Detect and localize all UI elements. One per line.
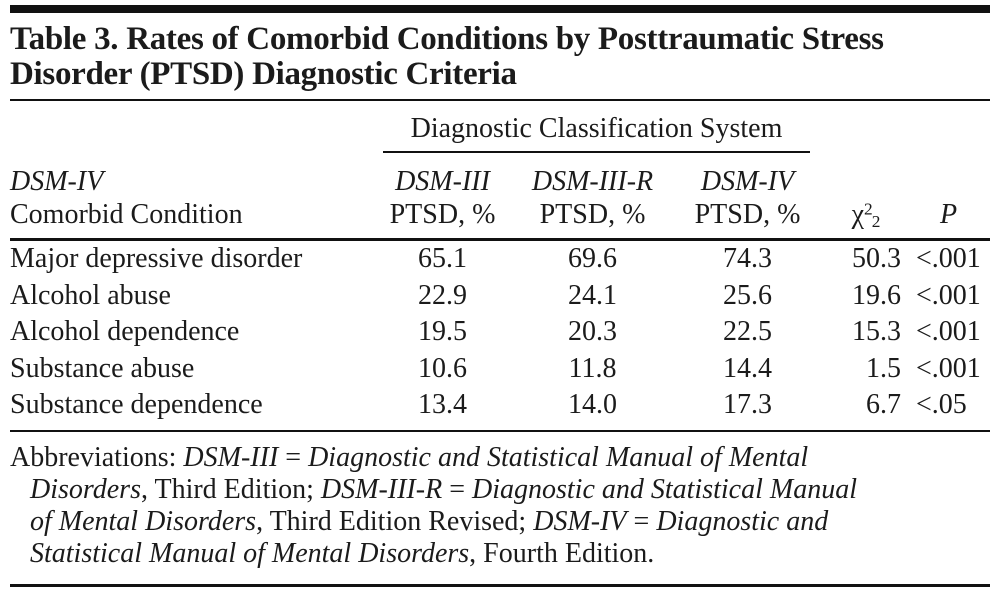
dsm-iii-pct-cell: 10.6	[418, 352, 467, 384]
top-bar-rule	[10, 5, 990, 13]
column-header-dsm-iv-ptsd: DSM-IV PTSD, %	[670, 153, 825, 238]
manual-title: Diagnostic and Statistical Manual	[471, 473, 857, 505]
column-header-ptsd-pct-2: PTSD, %	[539, 199, 646, 230]
table-title-line1: Table 3. Rates of Comorbid Conditions by…	[10, 21, 884, 57]
column-header-p-value: P	[907, 153, 990, 238]
dsm-iii-r-pct-cell: 69.6	[568, 243, 617, 274]
footnote-text: , Third Edition;	[140, 473, 321, 505]
paper-table-figure: Table 3. Rates of Comorbid Conditions by…	[0, 5, 1004, 605]
dsm-iii-r-pct-cell: 20.3	[568, 316, 617, 347]
footnote-text: =	[626, 505, 657, 537]
dsm-iv-pct-cell: 14.4	[723, 352, 772, 384]
title-divider-rule	[10, 99, 990, 101]
footnote-text: , Fourth Edition.	[469, 537, 655, 569]
footnote-line: Statistical Manual of Mental Disorders, …	[10, 538, 990, 570]
footnote-text: Abbreviations:	[10, 441, 184, 473]
dsm-iii-r-pct-cell: 11.8	[568, 352, 617, 384]
p-value-cell: <.001	[916, 316, 981, 347]
dsm-iii-r-pct-cell: 14.0	[568, 389, 617, 420]
table-title: Table 3. Rates of Comorbid Conditions by…	[10, 22, 990, 92]
chi-square-symbol: χ22	[851, 199, 881, 231]
bottom-rule	[10, 583, 990, 587]
manual-title: Disorders	[30, 473, 141, 505]
column-header-dsm-iii: DSM-III	[395, 166, 490, 197]
condition-cell: Major depressive disorder	[10, 243, 303, 274]
column-header-ptsd-pct-3: PTSD, %	[694, 199, 801, 230]
table-header: Diagnostic Classification System DSM-IV …	[10, 101, 990, 241]
condition-cell: Alcohol dependence	[10, 316, 240, 347]
p-value-cell: <.05	[916, 389, 967, 420]
dsm-iv-pct-cell: 74.3	[723, 243, 772, 274]
p-value-header-label: P	[939, 199, 958, 230]
spanner-header-label: Diagnostic Classification System	[383, 113, 810, 153]
manual-title: of Mental Disorders	[30, 505, 257, 537]
p-value-cell: <.001	[916, 352, 981, 384]
chi-square-cell: 19.6	[852, 279, 901, 311]
table-row-major-depressive-disorder: Major depressive disorder 65.1 69.6 74.3…	[10, 241, 990, 278]
footnote-text: =	[278, 441, 309, 473]
table-title-line2: Disorder (PTSD) Diagnostic Criteria	[10, 56, 517, 92]
column-header-chi-square: χ22	[825, 153, 907, 238]
spanner-header-diagnostic-classification-system: Diagnostic Classification System	[370, 113, 825, 153]
table-body: Major depressive disorder 65.1 69.6 74.3…	[10, 241, 990, 424]
stub-header-comorbid-condition: Comorbid Condition	[10, 199, 243, 230]
column-header-dsm-iv: DSM-IV	[700, 166, 795, 197]
abbreviation-term: DSM-IV	[533, 505, 627, 537]
chi-square-cell: 1.5	[866, 352, 901, 384]
column-header-dsm-iii-r-ptsd: DSM-III-R PTSD, %	[515, 153, 670, 238]
column-header-dsm-iii-r: DSM-III-R	[531, 166, 654, 197]
column-header-comorbid-condition: DSM-IV Comorbid Condition	[10, 153, 370, 238]
manual-title: Diagnostic and Statistical Manual of Men…	[308, 441, 809, 473]
dsm-iii-pct-cell: 19.5	[418, 316, 467, 347]
footnote-divider-rule	[10, 429, 990, 432]
table-row-alcohol-dependence: Alcohol dependence 19.5 20.3 22.5 15.3 <…	[10, 314, 990, 351]
footnote-line: of Mental Disorders, Third Edition Revis…	[10, 506, 990, 538]
footnote-text: =	[442, 473, 472, 505]
manual-title: Diagnostic and	[656, 505, 829, 537]
dsm-iii-pct-cell: 13.4	[418, 389, 467, 420]
table-row-alcohol-abuse: Alcohol abuse 22.9 24.1 25.6 19.6 <.001	[10, 278, 990, 315]
column-header-dsm-iii-ptsd: DSM-III PTSD, %	[370, 153, 515, 238]
dsm-iv-pct-cell: 22.5	[723, 316, 772, 347]
chi-square-cell: 50.3	[852, 243, 901, 274]
condition-cell: Substance abuse	[10, 352, 195, 384]
footnote-text: , Third Edition Revised;	[256, 505, 534, 537]
manual-title: Statistical Manual of Mental Disorders	[30, 537, 470, 569]
table-row-substance-abuse: Substance abuse 10.6 11.8 14.4 1.5 <.001	[10, 351, 990, 388]
dsm-iii-r-pct-cell: 24.1	[568, 279, 617, 311]
dsm-iii-pct-cell: 22.9	[418, 279, 467, 311]
condition-cell: Alcohol abuse	[10, 279, 171, 311]
column-header-ptsd-pct-1: PTSD, %	[389, 199, 496, 230]
footnote: Abbreviations: DSM-III = Diagnostic and …	[10, 432, 990, 570]
p-value-cell: <.001	[916, 243, 981, 274]
chi-square-cell: 15.3	[852, 316, 901, 347]
chi-square-cell: 6.7	[866, 389, 901, 420]
p-value-cell: <.001	[916, 279, 981, 311]
stub-header-dsm-iv: DSM-IV	[10, 166, 104, 197]
table-row-substance-dependence: Substance dependence 13.4 14.0 17.3 6.7 …	[10, 387, 990, 424]
abbreviation-term: DSM-III	[183, 441, 279, 473]
dsm-iii-pct-cell: 65.1	[418, 243, 467, 274]
footnote-line: Abbreviations: DSM-III = Diagnostic and …	[10, 442, 990, 474]
abbreviation-term: DSM-III-R	[320, 473, 443, 505]
dsm-iv-pct-cell: 17.3	[723, 389, 772, 420]
footnote-line: Disorders, Third Edition; DSM-III-R = Di…	[10, 474, 990, 506]
dsm-iv-pct-cell: 25.6	[723, 279, 772, 311]
condition-cell: Substance dependence	[10, 389, 263, 420]
